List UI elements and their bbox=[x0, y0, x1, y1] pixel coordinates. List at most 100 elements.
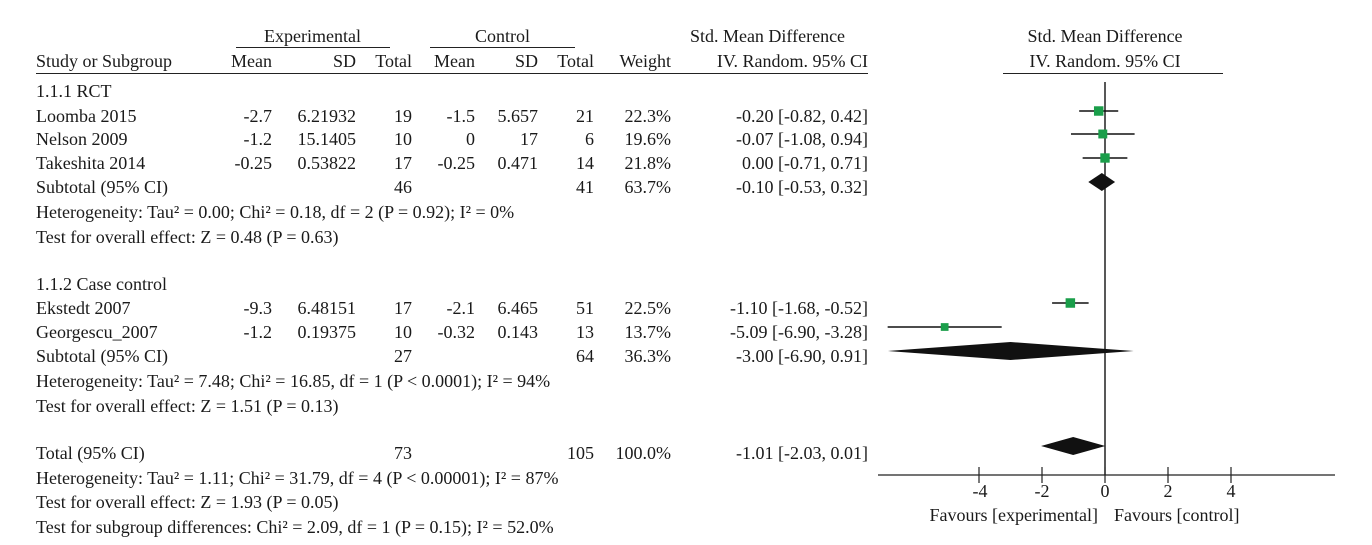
study-name: Loomba 2015 bbox=[36, 106, 137, 126]
weight: 13.7% bbox=[624, 322, 672, 342]
ci-text: -1.10 [-1.68, -0.52] bbox=[730, 298, 868, 318]
weight: 22.3% bbox=[624, 106, 672, 126]
total-ci-text: -1.01 [-2.03, 0.01] bbox=[736, 443, 868, 463]
e-mean: -1.2 bbox=[243, 129, 273, 149]
c-mean: 0 bbox=[466, 129, 475, 149]
c-sd: 17 bbox=[520, 129, 538, 149]
header-effect-title: Std. Mean Difference bbox=[689, 26, 846, 46]
weight: 22.5% bbox=[624, 298, 672, 318]
study-effect-marker bbox=[1098, 129, 1108, 139]
subtotal-weight: 63.7% bbox=[624, 177, 672, 197]
weight: 21.8% bbox=[624, 153, 672, 173]
col-study-header: Study or Subgroup bbox=[36, 51, 173, 71]
e-total: 19 bbox=[394, 106, 412, 126]
experimental-underline bbox=[236, 47, 390, 48]
study-effect-marker bbox=[1065, 298, 1076, 308]
ci-text: -5.09 [-6.90, -3.28] bbox=[730, 322, 868, 342]
x-tick-label: 4 bbox=[1226, 481, 1236, 501]
ci-text: 0.00 [-0.71, 0.71] bbox=[742, 153, 868, 173]
c-total: 51 bbox=[576, 298, 594, 318]
c-total: 13 bbox=[576, 322, 594, 342]
subtotal-c-total: 64 bbox=[576, 346, 594, 366]
e-total: 10 bbox=[394, 322, 412, 342]
col-e-sd-header: SD bbox=[332, 51, 356, 71]
total-e-total: 73 bbox=[394, 443, 412, 463]
header-experimental: Experimental bbox=[264, 26, 361, 46]
col-c-total-header: Total bbox=[557, 51, 594, 71]
e-sd: 0.53822 bbox=[297, 153, 357, 173]
subtotal-ci-text: -3.00 [-6.90, 0.91] bbox=[736, 346, 868, 366]
total-weight: 100.0% bbox=[615, 443, 672, 463]
study-name: Georgescu_2007 bbox=[36, 322, 158, 342]
total-c-total: 105 bbox=[567, 443, 594, 463]
favours-control-label: Favours [control] bbox=[1114, 505, 1240, 525]
col-e-total-header: Total bbox=[375, 51, 412, 71]
total-label: Total (95% CI) bbox=[36, 443, 145, 463]
subtotal-c-total: 41 bbox=[576, 177, 594, 197]
header-plot-title: Std. Mean Difference bbox=[1027, 26, 1183, 46]
weight: 19.6% bbox=[624, 129, 672, 149]
e-sd: 6.48151 bbox=[297, 298, 357, 318]
e-total: 17 bbox=[394, 298, 412, 318]
e-total: 17 bbox=[394, 153, 412, 173]
subtotal-weight: 36.3% bbox=[624, 346, 672, 366]
table-header-rule bbox=[36, 73, 868, 74]
col-c-sd-header: SD bbox=[514, 51, 538, 71]
e-mean: -9.3 bbox=[243, 298, 273, 318]
e-total: 10 bbox=[394, 129, 412, 149]
overall-effect-text: Test for overall effect: Z = 0.48 (P = 0… bbox=[36, 227, 339, 247]
col-c-mean-header: Mean bbox=[434, 51, 475, 71]
c-mean: -2.1 bbox=[446, 298, 476, 318]
col-plot-method-header: IV. Random. 95% CI bbox=[1029, 51, 1181, 71]
study-name: Takeshita 2014 bbox=[36, 153, 146, 173]
e-mean: -1.2 bbox=[243, 322, 273, 342]
x-tick-label: 0 bbox=[1100, 481, 1110, 501]
total-heterogeneity-text: Heterogeneity: Tau² = 1.11; Chi² = 31.79… bbox=[36, 468, 559, 488]
study-effect-marker bbox=[1100, 153, 1110, 163]
total-overall-effect-text: Test for overall effect: Z = 1.93 (P = 0… bbox=[36, 492, 339, 512]
subtotal-label: Subtotal (95% CI) bbox=[36, 177, 168, 197]
c-mean: -0.25 bbox=[437, 153, 476, 173]
summary-diamond bbox=[1088, 173, 1116, 191]
x-tick-label: 2 bbox=[1163, 481, 1173, 501]
control-underline bbox=[430, 47, 575, 48]
heterogeneity-text: Heterogeneity: Tau² = 7.48; Chi² = 16.85… bbox=[36, 371, 551, 391]
study-effect-marker bbox=[1093, 106, 1104, 116]
e-sd: 15.1405 bbox=[297, 129, 357, 149]
heterogeneity-text: Heterogeneity: Tau² = 0.00; Chi² = 0.18,… bbox=[36, 202, 515, 222]
c-sd: 6.465 bbox=[497, 298, 539, 318]
c-sd: 0.143 bbox=[497, 322, 539, 342]
study-name: Nelson 2009 bbox=[36, 129, 128, 149]
summary-diamond bbox=[887, 342, 1134, 360]
c-total: 14 bbox=[576, 153, 594, 173]
x-tick-label: -2 bbox=[1034, 481, 1050, 501]
overall-effect-text: Test for overall effect: Z = 1.51 (P = 0… bbox=[36, 396, 339, 416]
favours-experimental-label: Favours [experimental] bbox=[929, 505, 1098, 525]
c-mean: -1.5 bbox=[446, 106, 476, 126]
summary-diamond bbox=[1041, 437, 1106, 455]
ci-text: -0.20 [-0.82, 0.42] bbox=[736, 106, 868, 126]
c-total: 6 bbox=[585, 129, 594, 149]
col-weight-header: Weight bbox=[619, 51, 671, 71]
e-mean: -0.25 bbox=[234, 153, 273, 173]
study-name: Ekstedt 2007 bbox=[36, 298, 131, 318]
subgroup-differences-text: Test for subgroup differences: Chi² = 2.… bbox=[36, 517, 554, 537]
subgroup-title: 1.1.1 RCT bbox=[36, 81, 112, 101]
subtotal-label: Subtotal (95% CI) bbox=[36, 346, 168, 366]
x-tick-label: -4 bbox=[972, 481, 988, 501]
col-method-header: IV. Random. 95% CI bbox=[716, 51, 868, 71]
header-control: Control bbox=[474, 26, 530, 46]
c-total: 21 bbox=[576, 106, 594, 126]
subgroup-title: 1.1.2 Case control bbox=[36, 274, 167, 294]
plot-header-rule bbox=[1003, 73, 1223, 74]
study-effect-marker bbox=[940, 323, 949, 331]
c-mean: -0.32 bbox=[437, 322, 476, 342]
ci-text: -0.07 [-1.08, 0.94] bbox=[736, 129, 868, 149]
e-sd: 0.19375 bbox=[297, 322, 357, 342]
subtotal-ci-text: -0.10 [-0.53, 0.32] bbox=[736, 177, 868, 197]
c-sd: 5.657 bbox=[497, 106, 539, 126]
c-sd: 0.471 bbox=[497, 153, 539, 173]
e-mean: -2.7 bbox=[243, 106, 273, 126]
